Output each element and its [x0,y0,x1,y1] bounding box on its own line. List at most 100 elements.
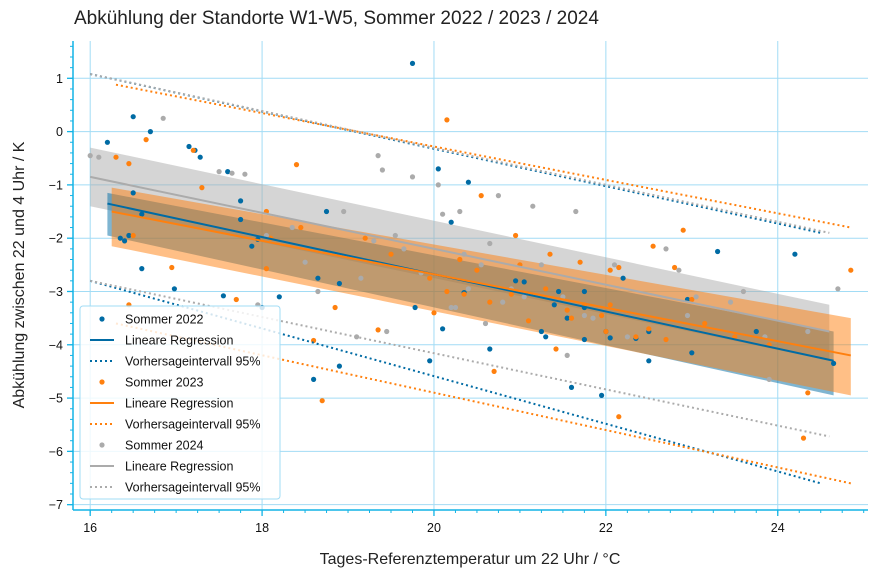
data-point [547,251,553,257]
data-point [444,288,450,295]
data-point [233,296,239,303]
data-point [371,238,377,244]
y-tick-label: −2 [49,232,63,246]
data-point [293,162,300,168]
data-point [835,286,841,292]
data-point [186,143,192,150]
y-tick-label: −5 [49,392,63,406]
data-point [379,167,385,173]
data-point [427,275,433,281]
data-point [538,262,545,268]
legend-marker-dot [99,442,105,448]
data-point [684,312,691,319]
data-point [440,211,446,217]
data-point [169,264,175,271]
data-point [315,288,321,295]
data-point [332,304,338,311]
data-point [452,304,459,311]
data-point [358,275,364,281]
data-point [465,286,471,292]
data-point [388,251,394,257]
data-point [513,278,519,284]
data-point [581,312,588,319]
data-point [412,304,418,311]
data-point [126,232,132,239]
data-point [238,198,244,204]
data-point [564,307,570,313]
data-point [603,328,609,335]
data-point [800,435,807,441]
data-point [216,169,222,175]
data-point [848,267,854,273]
data-point [633,334,639,340]
data-point [143,137,149,143]
data-point [556,288,562,295]
data-point [715,248,721,255]
data-point [336,363,342,369]
data-point [229,170,235,176]
data-point [564,352,570,358]
data-point [401,246,407,252]
data-point [577,259,583,265]
data-point [521,279,527,285]
regression-line [89,175,830,333]
data-point [616,414,622,420]
data-point [521,294,527,300]
data-point [680,227,686,233]
data-point [607,335,613,341]
data-point [543,334,549,340]
legend-label: Lineare Regression [125,334,233,348]
data-point [409,174,416,180]
data-point [289,224,295,231]
regression-line [111,210,852,357]
data-point [551,302,557,308]
data-point [740,288,747,295]
data-point [663,336,669,343]
legend-marker-dot [99,316,105,322]
data-point [487,346,493,352]
data-point [607,302,613,308]
data-point [766,376,772,382]
data-point [384,328,390,335]
data-point [457,256,463,263]
data-point [487,240,493,247]
data-point [831,360,837,366]
data-point [607,267,613,273]
x-tick-label: 18 [255,521,269,535]
data-point [448,219,454,225]
data-point [87,153,93,159]
x-tick-label: 22 [599,521,613,535]
data-point [650,243,656,249]
y-tick-label: 1 [56,72,63,86]
data-point [427,358,433,364]
legend-label: Lineare Regression [125,460,233,474]
data-point [693,294,699,300]
data-point [139,266,145,272]
data-point [263,266,269,272]
data-point [147,129,153,135]
data-point [392,232,398,239]
data-point [478,262,484,268]
data-point [672,264,678,271]
data-point [599,312,605,319]
y-tick-label: −1 [49,178,63,192]
axes: 16 18 20 22 24 1 0 −1 −2 −3 −4 −5 −6 −7 [49,41,868,535]
prediction-upper-line [89,73,830,234]
legend-label: Sommer 2024 [125,439,204,453]
data-point [160,115,166,121]
data-point [564,315,570,321]
data-point [474,267,480,273]
chart-title: Abkühlung der Standorte W1-W5, Sommer 20… [74,8,599,29]
data-point [702,320,708,327]
data-point [117,235,123,241]
data-point [487,299,493,305]
data-point [611,262,618,268]
data-point [491,368,497,374]
data-point [568,315,575,321]
data-point [461,291,467,297]
data-point [375,327,381,333]
data-point [171,286,177,292]
data-point [122,238,128,244]
data-point [96,154,102,160]
